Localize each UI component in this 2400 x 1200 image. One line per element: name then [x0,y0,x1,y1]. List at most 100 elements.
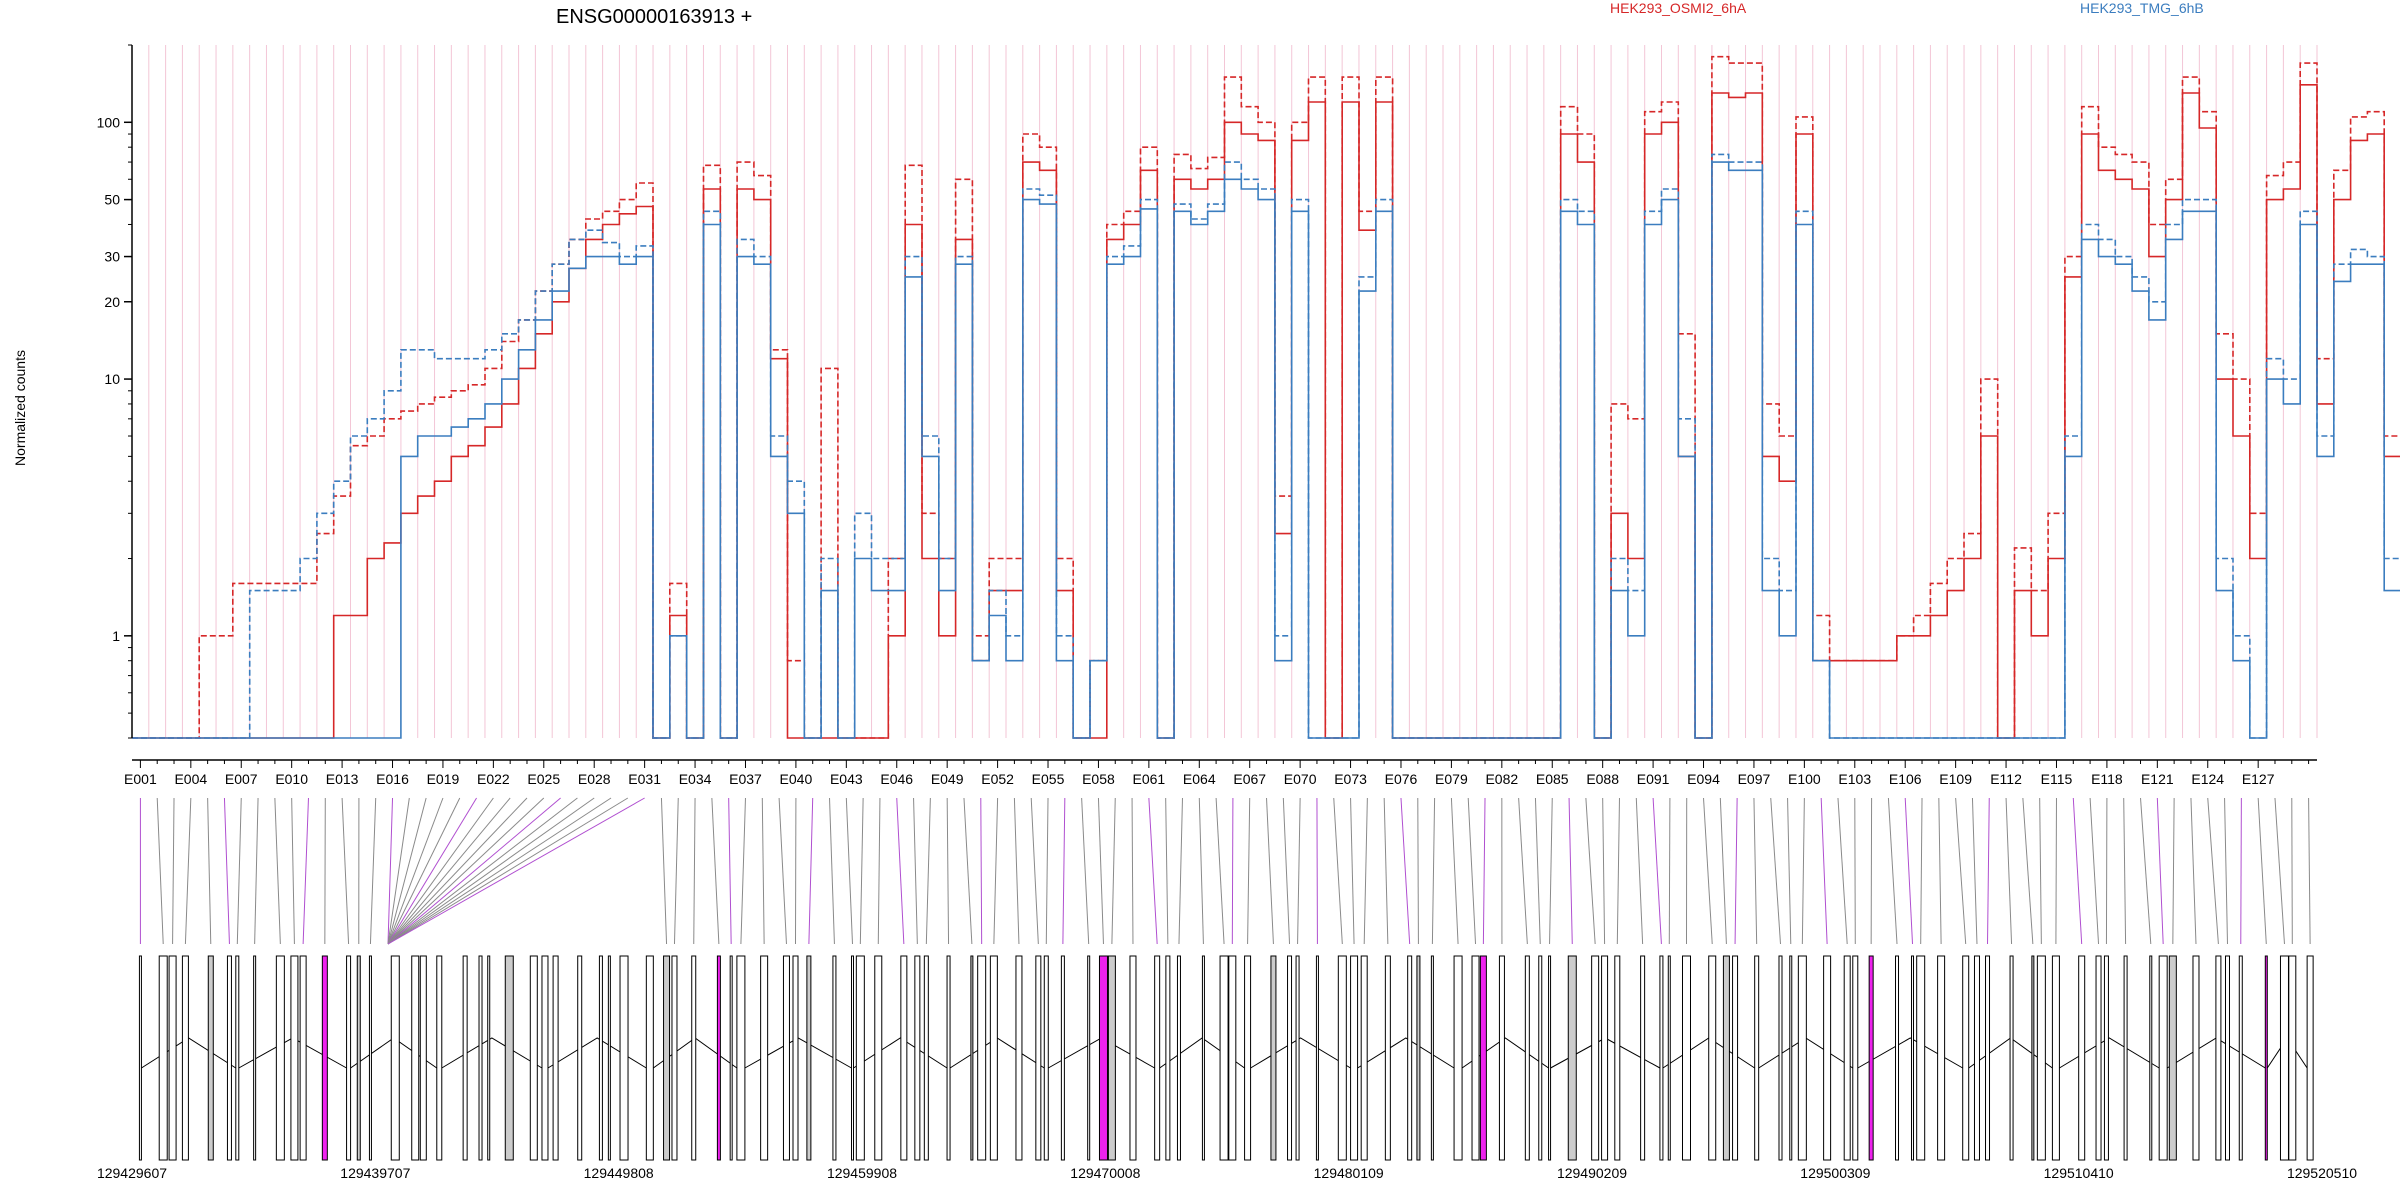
genomic-tick-label: 129490209 [1557,1165,1627,1181]
exon-block [977,955,987,1161]
exon-tick-label: E121 [2141,771,2174,787]
connector-line [1837,797,1848,945]
exon-tick-label: E082 [1485,771,1518,787]
connector-line [156,797,164,945]
exon-block [2168,955,2177,1161]
exon-tick-label: E022 [477,771,510,787]
exon-block [663,955,671,1161]
connector-line [369,797,377,945]
exon-block [1360,955,1368,1161]
connector-line [1247,797,1251,945]
exon-block [1789,955,1793,1161]
connector-line [223,797,230,945]
exon-tick-label: E097 [1738,771,1771,787]
intron-line [1357,1037,1455,1069]
exon-block [1060,955,1065,1161]
exon-tick-label: E052 [981,771,1014,787]
connector-line [1635,797,1644,945]
exon-block [1430,955,1434,1161]
exon-block [645,955,654,1161]
exon-tick-label: E103 [1838,771,1871,787]
intron-line [1250,1037,1351,1069]
exon-tick-label: E088 [1586,771,1619,787]
exon-block [2009,955,2014,1161]
connector-line [2005,797,2013,945]
exon-tick-label: E007 [225,771,258,787]
exon-tick-label: E067 [1233,771,1266,787]
connector-line [1616,797,1620,945]
exon-tick-label: E037 [729,771,762,787]
connector-line [387,797,645,945]
series-line-1 [132,84,2400,739]
connector-line [387,797,461,945]
exon-block [855,955,865,1161]
exon-tick-label: E049 [931,771,964,787]
connector-line [184,797,192,945]
exon-block [356,955,361,1161]
legend-entry-tmg: HEK293_TMG_6hB [2080,0,2204,16]
exon-block [1479,955,1487,1161]
exon-block [1219,955,1229,1161]
connector-line [859,797,864,945]
connector-line [1652,797,1662,945]
genomic-tick-label: 129510410 [2044,1165,2114,1181]
exon-block [1524,955,1530,1161]
connector-line [1703,797,1713,945]
connector-line [1350,797,1355,945]
exon-block [1295,955,1300,1161]
connector-line [236,797,242,945]
exon-block [1667,955,1671,1161]
connector-line [2291,797,2293,945]
connector-line [740,797,746,945]
exon-block [1035,955,1042,1161]
connector-line [1165,797,1169,945]
exon-tick-label: E055 [1032,771,1065,787]
exon-block [2036,955,2046,1161]
chart-title: ENSG00000163913 + [556,6,752,28]
connector-line [980,797,983,945]
intron-line [441,1037,543,1069]
exon-block [2078,955,2086,1161]
exon-block [1407,955,1413,1161]
exon-block [914,955,921,1161]
connector-line [2308,797,2311,945]
exon-block [1015,955,1023,1161]
intron-line [2059,1037,2160,1069]
exon-block [1416,955,1421,1161]
connector-line [1097,797,1104,945]
exon-tick-label: E001 [124,771,157,787]
exon-tick-label: E115 [2041,771,2073,787]
connector-line [1131,797,1134,945]
connector-line [1333,797,1343,945]
exon-tick-label: E124 [2191,771,2224,787]
exon-block [1165,955,1171,1161]
connector-line [1111,797,1116,945]
connector-line [1887,797,1898,945]
series-line-2 [132,153,2400,739]
exon-block [1985,955,1991,1161]
exon-block [1754,955,1760,1161]
connector-line [291,797,295,945]
exon-block [321,955,328,1161]
exon-tick-label: E106 [1889,771,1922,787]
connector-line [387,797,561,945]
connector-line [1568,797,1573,945]
exon-block [1228,955,1237,1161]
exon-block [1732,955,1739,1161]
connector-line [1787,797,1792,945]
connector-line [2123,797,2127,945]
exon-block [504,955,514,1161]
y-tick-label: 10 [104,371,120,387]
connector-line [877,797,881,945]
connector-line [1668,797,1671,945]
connector-line [711,797,720,945]
exon-block [1453,955,1463,1161]
connector-line [1467,797,1477,945]
connector-line [1178,797,1183,945]
connector-line [1148,797,1158,945]
exon-block [1548,955,1552,1161]
connector-line [673,797,679,945]
exon-block [2224,955,2230,1161]
exon-tick-label: E004 [174,771,207,787]
exon-block [235,955,240,1161]
